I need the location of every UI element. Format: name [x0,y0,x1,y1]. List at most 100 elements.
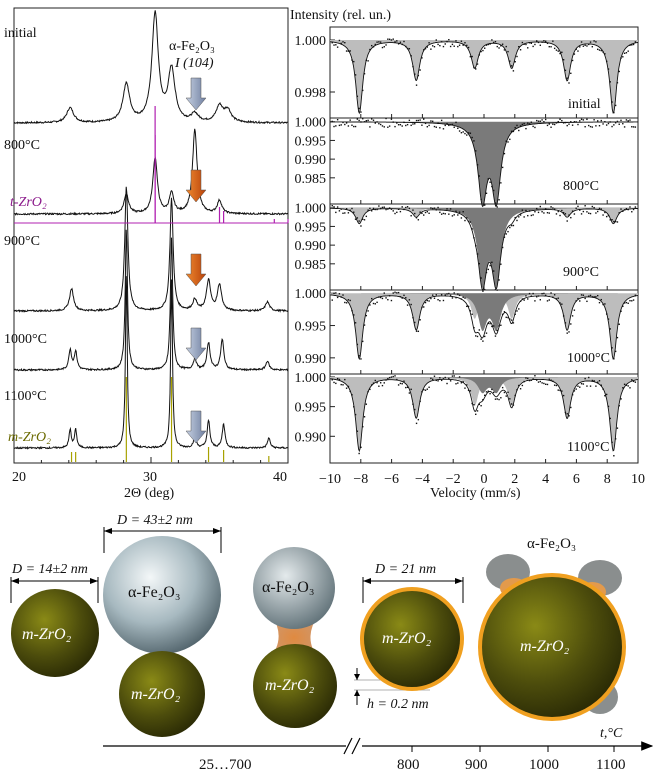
moss-data-point [588,124,590,127]
moss-data-point [559,389,561,392]
moss-data-point [557,120,559,123]
moss-data-point [351,207,353,210]
moss-data-point [491,261,493,264]
moss-data-point [336,377,339,380]
moss-data-point [336,206,339,208]
moss-data-point [537,295,540,297]
moss-data-point [627,385,629,387]
moss-data-point [394,41,396,43]
moss-data-point [478,403,481,406]
moss-data-point [423,306,425,308]
moss-data-point [455,40,457,42]
moss-data-point [475,245,477,247]
moss-data-point [356,95,359,98]
moss-data-point [586,118,588,121]
moss-data-point [363,324,366,326]
moss-data-point [611,125,613,128]
moss-data-point [478,329,481,331]
moss-data-point [415,330,418,332]
moss-doublet-fill-3 [330,293,638,332]
moss-data-point [453,375,455,377]
moss-data-point [532,378,534,380]
moss-data-point [455,296,457,299]
moss-data-point [487,322,489,325]
moss-data-point [609,121,611,123]
moss-data-point [577,205,579,208]
moss-data-point [609,219,611,221]
moss-data-point [512,224,515,227]
moss-data-point [387,208,389,210]
moss-data-point [345,387,348,389]
moss-data-point [543,40,545,42]
moss-data-point [607,68,610,70]
moss-data-point [631,211,633,213]
moss-data-point [331,299,333,301]
moss-data-point [453,292,455,294]
moss-data-point [460,298,463,300]
moss-data-point [385,208,387,211]
moss-data-point [634,294,637,297]
moss-data-point [573,121,576,123]
axis-break-1 [343,737,353,755]
moss-data-point [627,302,629,304]
moss-data-point [584,205,586,207]
moss-data-point [536,40,538,42]
moss-data-point [623,209,626,211]
moss-data-point [363,73,366,75]
moss-data-point [591,205,594,208]
moss-data-point [379,382,382,384]
moss-data-point [338,378,341,381]
moss-data-point [390,376,393,378]
moss-data-point [383,292,385,294]
moss-data-point [473,66,475,69]
moss-data-point [390,208,393,210]
moss-data-point [518,384,520,387]
moss-data-point [480,50,482,53]
moss-data-point [589,41,592,43]
moss-data-point [462,131,464,133]
moss-data-point [435,379,437,382]
moss-data-point [431,294,434,296]
moss-data-point [410,303,412,306]
moss-data-point [591,46,594,48]
moss-data-point [415,119,418,122]
moss-data-point [464,297,466,299]
moss-data-point [467,389,470,392]
size-label-coated: D = 21 nm [375,562,437,577]
moss-sextet-fill-3 [330,293,638,359]
moss-data-point [593,40,595,42]
moss-data-point [611,101,613,103]
moss-data-point [487,178,489,180]
moss-data-point [622,210,624,212]
moss-data-point [469,55,472,58]
moss-data-point [568,82,570,84]
moss-data-point [406,123,409,126]
moss-data-point [421,391,423,393]
moss-data-point [532,125,534,128]
moss-data-point [475,413,477,416]
moss-data-point [415,217,418,219]
moss-data-point [376,121,378,123]
moss-data-point [431,45,434,47]
moss-data-point [405,206,407,209]
moss-data-point [412,316,414,319]
moss-data-point [374,43,376,46]
moss-data-point [589,212,592,215]
moss-data-point [519,49,522,51]
moss-data-point [405,124,407,127]
moss-data-point [607,405,610,408]
moss-data-point [541,41,543,43]
moss-data-point [485,192,488,194]
moss-data-point [466,134,468,136]
moss-data-point [360,121,362,123]
moss-data-point [485,271,488,274]
moss-y-tick-label: 0.985 [295,172,327,187]
moss-data-point [462,381,464,383]
moss-data-point [562,59,565,61]
moss-data-point [392,38,394,40]
moss-data-point [632,299,635,301]
moss-data-point [437,380,439,382]
moss-data-point [466,44,468,47]
moss-data-point [604,211,606,214]
moss-data-point [602,303,604,306]
